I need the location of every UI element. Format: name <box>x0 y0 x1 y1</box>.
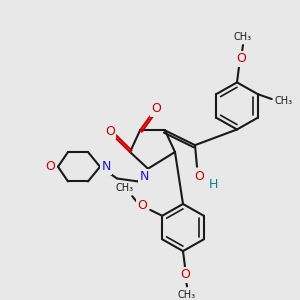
Text: CH₃: CH₃ <box>115 183 133 193</box>
Text: O: O <box>45 160 55 173</box>
Text: CH₃: CH₃ <box>275 96 293 106</box>
Text: H: H <box>208 178 218 191</box>
Text: CH₃: CH₃ <box>234 32 252 42</box>
Text: O: O <box>105 125 115 138</box>
Text: CH₃: CH₃ <box>178 290 196 300</box>
Text: N: N <box>101 160 111 173</box>
Text: O: O <box>151 102 161 116</box>
Text: O: O <box>194 170 204 183</box>
Text: O: O <box>236 52 246 65</box>
Text: O: O <box>180 268 190 281</box>
Text: O: O <box>137 200 147 212</box>
Text: N: N <box>139 170 149 183</box>
